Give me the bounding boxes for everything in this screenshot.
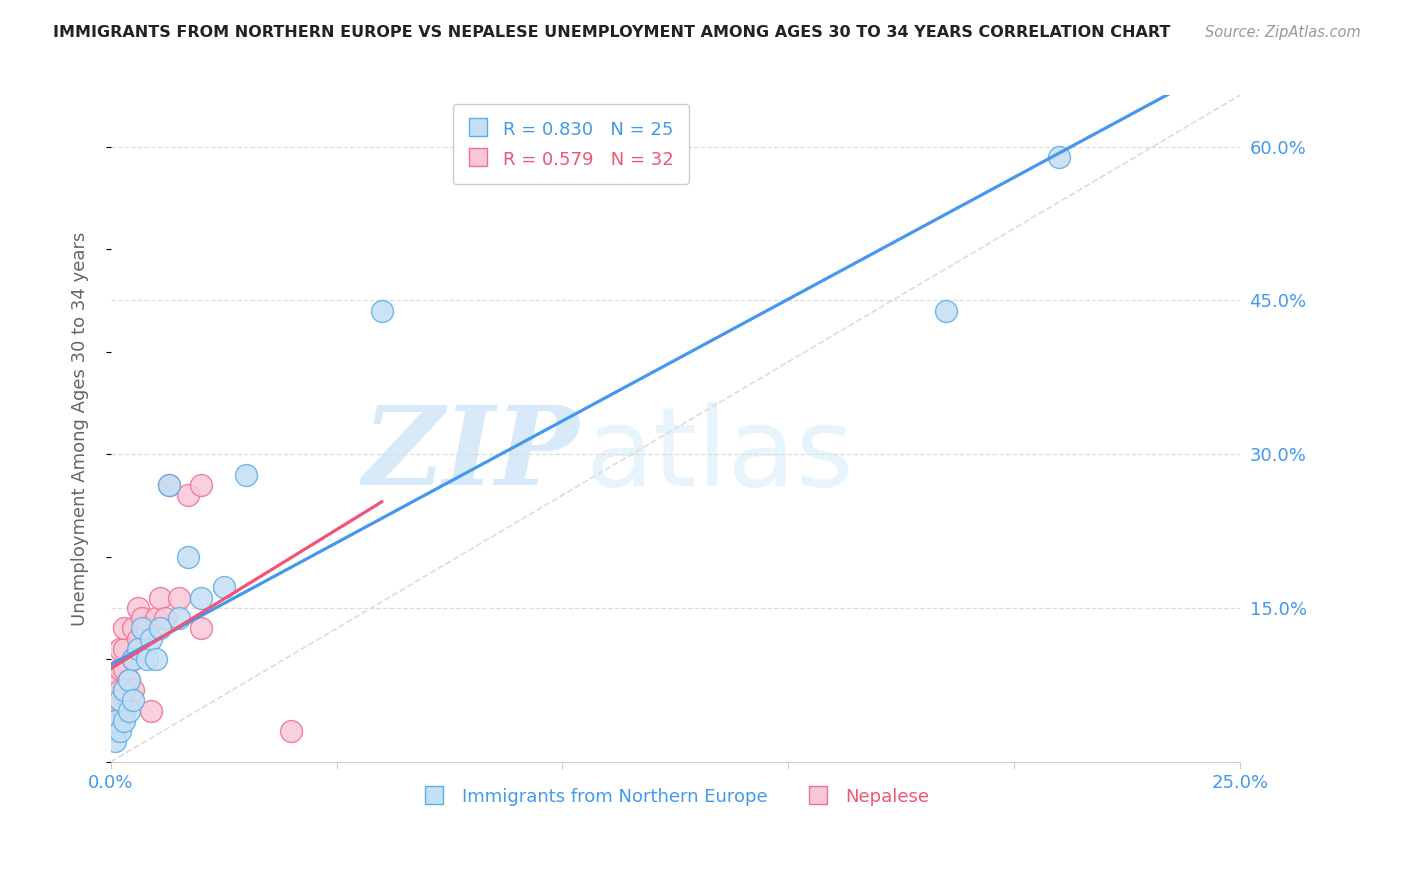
Point (112, 683, 135, 698)
Point (104, 704, 127, 718)
Point (104, 734, 127, 748)
Point (122, 652, 145, 666)
Point (108, 642, 131, 657)
Point (118, 693, 141, 707)
Point (167, 591, 190, 605)
Point (145, 611, 167, 625)
Point (167, 611, 190, 625)
Point (118, 673, 141, 687)
Point (176, 488, 198, 502)
Point (135, 622, 157, 636)
Point (112, 683, 135, 698)
Point (235, 467, 257, 482)
Point (104, 714, 127, 728)
Text: IMMIGRANTS FROM NORTHERN EUROPE VS NEPALESE UNEMPLOYMENT AMONG AGES 30 TO 34 YEA: IMMIGRANTS FROM NORTHERN EUROPE VS NEPAL… (53, 25, 1171, 40)
Point (371, 303, 394, 318)
Text: ZIP: ZIP (363, 401, 579, 509)
Point (122, 622, 145, 636)
Point (118, 673, 141, 687)
Point (1047, 150, 1070, 164)
Point (153, 611, 176, 625)
Point (131, 622, 153, 636)
Point (108, 693, 131, 707)
Point (112, 714, 135, 728)
Point (127, 642, 149, 657)
Point (212, 581, 235, 595)
Point (122, 683, 145, 698)
Point (190, 478, 212, 492)
Point (135, 652, 157, 666)
Point (280, 724, 302, 739)
Point (127, 632, 149, 646)
Point (104, 724, 127, 739)
Point (159, 478, 181, 492)
Point (127, 601, 149, 615)
Point (149, 591, 172, 605)
Y-axis label: Unemployment Among Ages 30 to 34 years: Unemployment Among Ages 30 to 34 years (72, 231, 89, 625)
Point (159, 478, 181, 492)
Point (104, 693, 127, 707)
Point (122, 693, 145, 707)
Text: Source: ZipAtlas.com: Source: ZipAtlas.com (1205, 25, 1361, 40)
Point (112, 622, 135, 636)
Point (112, 642, 135, 657)
Point (108, 683, 131, 698)
Point (149, 622, 172, 636)
Point (112, 663, 135, 677)
Legend: Immigrants from Northern Europe, Nepalese: Immigrants from Northern Europe, Nepales… (413, 780, 936, 813)
Point (131, 611, 153, 625)
Point (145, 652, 167, 666)
Point (190, 591, 212, 605)
Point (118, 704, 141, 718)
Point (112, 704, 135, 718)
Point (176, 549, 198, 564)
Point (190, 622, 212, 636)
Point (122, 652, 145, 666)
Point (141, 704, 163, 718)
Point (108, 663, 131, 677)
Point (141, 632, 163, 646)
Text: atlas: atlas (585, 401, 853, 508)
Point (104, 673, 127, 687)
Point (108, 724, 131, 739)
Point (108, 714, 131, 728)
Point (935, 303, 957, 318)
